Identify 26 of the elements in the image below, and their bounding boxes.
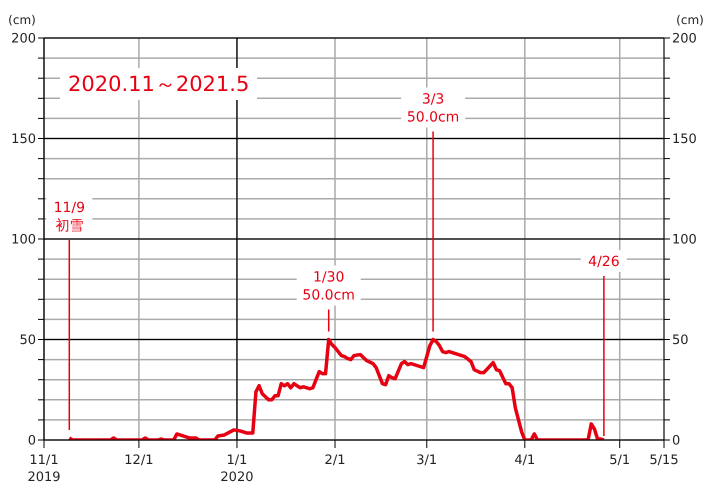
y2-tick-label: 0: [672, 434, 680, 449]
y2-tick-label: 50: [672, 333, 689, 348]
line-series: [68, 338, 606, 440]
annotation: 3/3 50.0cm: [406, 92, 460, 126]
text: 2020.11～2021.5: [60, 68, 258, 100]
y-tick-label: 100: [11, 232, 36, 248]
y2-axis-title: (cm): [676, 13, 704, 27]
y-axis-title: (cm): [8, 13, 36, 27]
x-tick-label: 2/1: [324, 453, 346, 468]
y-tick-label: 0: [28, 434, 36, 449]
x-tick-label: 1/1 2020: [220, 453, 254, 485]
x-tick-label: 4/1: [514, 453, 536, 468]
y-tick-label: 150: [11, 132, 36, 148]
x-tick-label: 12/1: [124, 453, 154, 468]
annotation: 11/9 初雪: [54, 200, 86, 234]
y2-tick-label: 200: [672, 32, 697, 47]
y2-tick-label: 100: [672, 232, 697, 248]
x-tick-label: 5/1: [609, 453, 630, 468]
x-tick-label: 5/15: [649, 453, 679, 468]
annotation: 4/26: [588, 254, 620, 270]
annotation: 1/30 50.0cm: [302, 270, 355, 304]
y-tick-label: 50: [19, 333, 36, 348]
x-tick-label: 11/1 2019: [27, 453, 61, 485]
x-tick-label: 3/1: [416, 453, 438, 468]
y2-tick-label: 150: [672, 132, 697, 148]
y-tick-label: 200: [11, 32, 36, 47]
